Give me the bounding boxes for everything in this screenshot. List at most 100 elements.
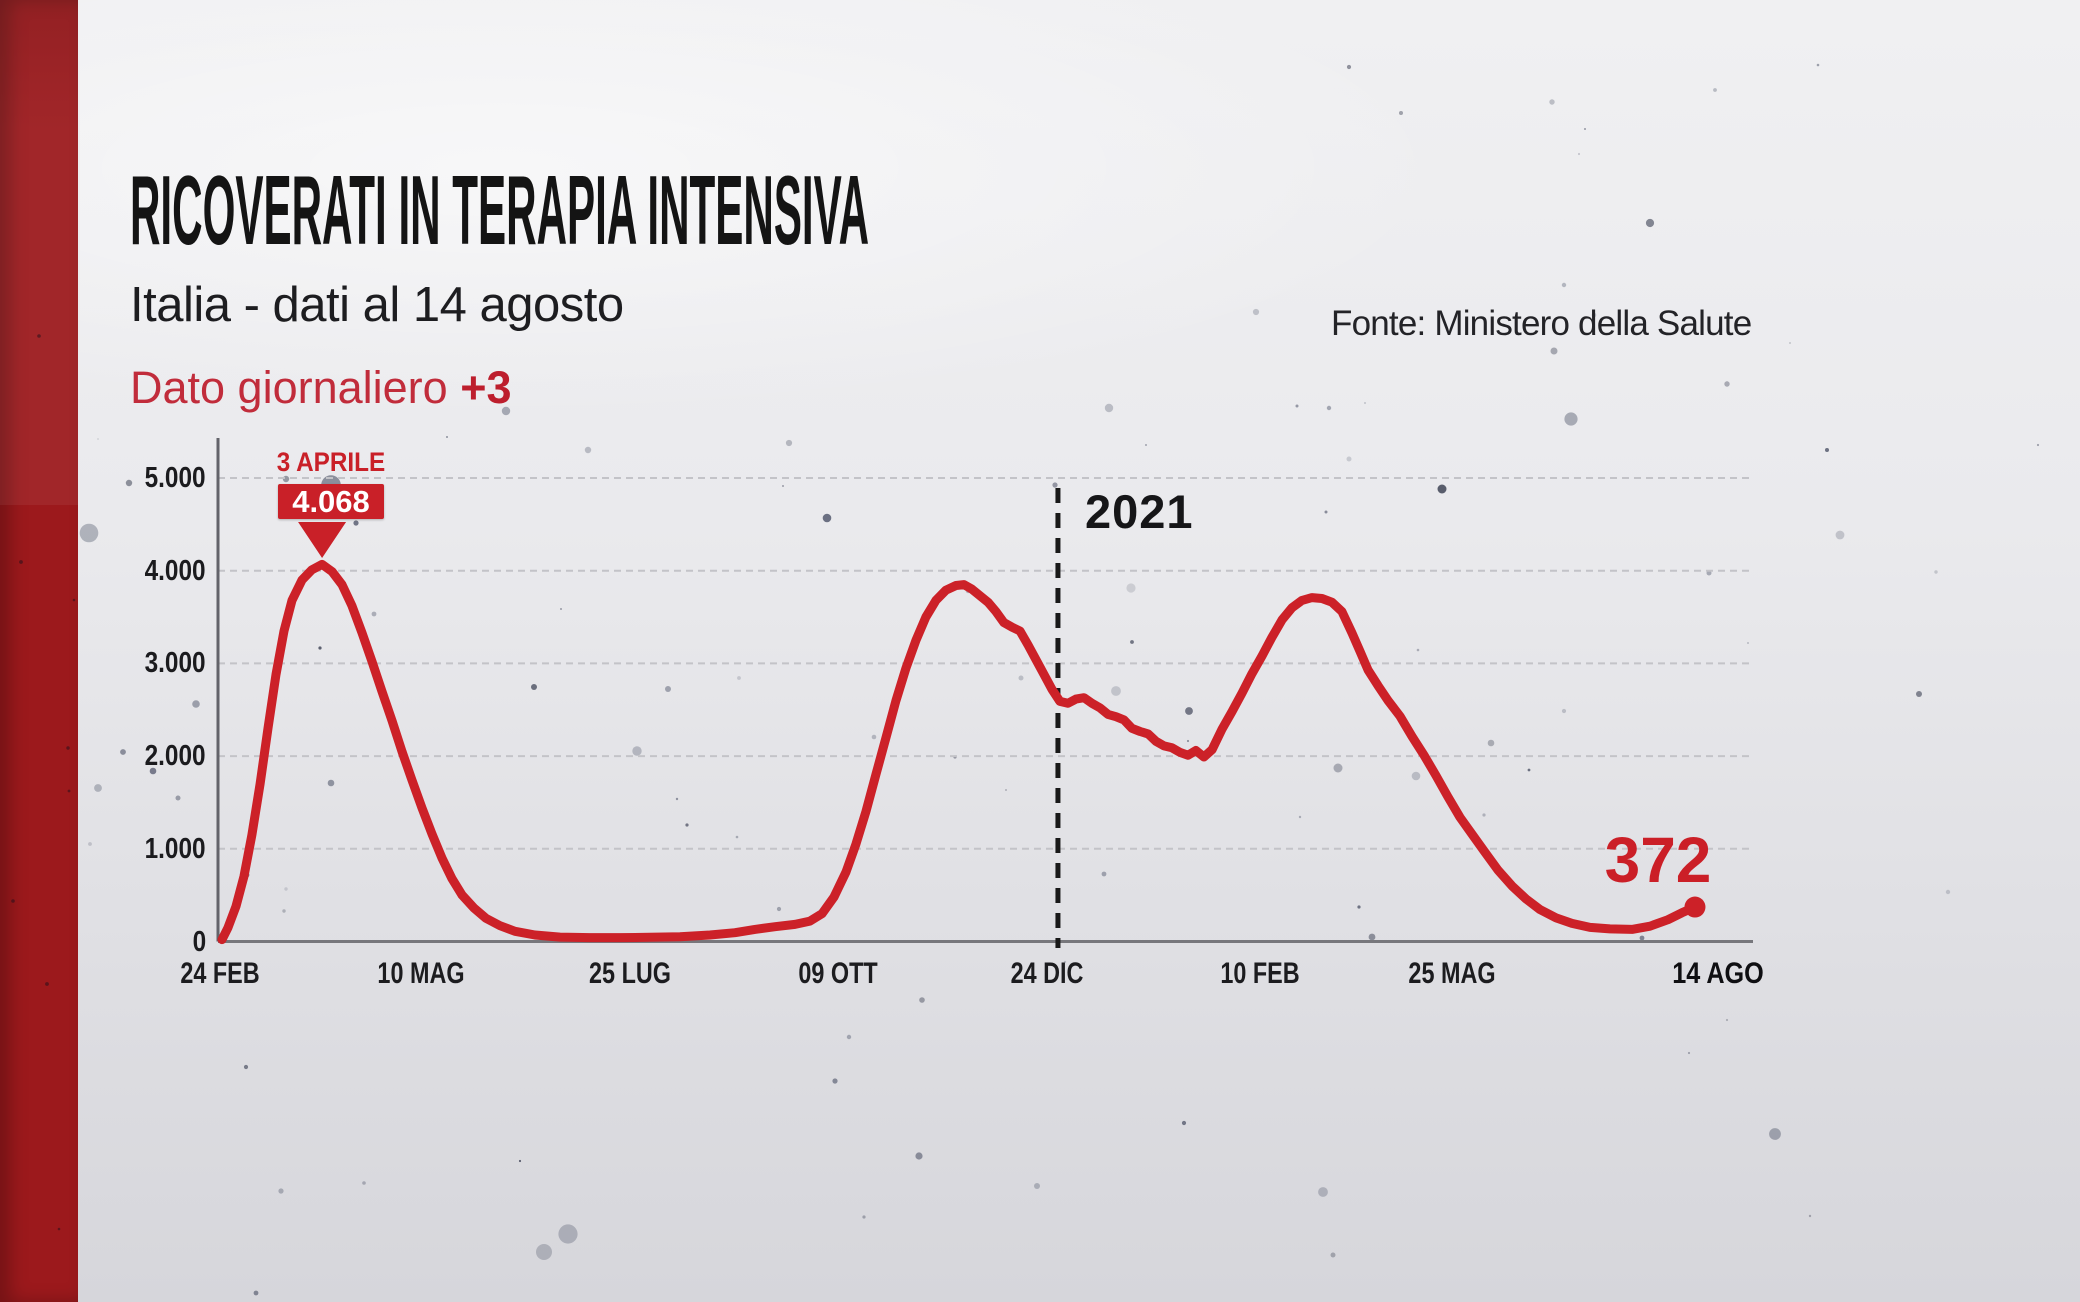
speckle-dot bbox=[399, 971, 403, 975]
speckle-dot bbox=[1584, 128, 1586, 130]
speckle-dot bbox=[1034, 1183, 1040, 1189]
daily-change-text: Dato giornaliero bbox=[130, 362, 448, 413]
speckle-dot bbox=[1181, 1120, 1187, 1126]
x-tick-label: 24 DIC bbox=[1010, 957, 1084, 990]
speckle-dot bbox=[1018, 675, 1024, 681]
speckle-dot bbox=[1364, 402, 1366, 404]
speckle-dot bbox=[1368, 933, 1376, 941]
speckle-dot bbox=[66, 746, 70, 750]
speckle-dot bbox=[1252, 308, 1260, 316]
speckle-dot bbox=[915, 1152, 923, 1160]
speckle-dot bbox=[1639, 935, 1645, 941]
x-tick-label: 10 MAG bbox=[377, 957, 465, 990]
left-red-sidebar-upper-tint bbox=[0, 0, 78, 505]
speckle-dot bbox=[776, 906, 782, 912]
speckle-dot bbox=[1706, 570, 1712, 576]
speckle-dot bbox=[94, 784, 102, 792]
speckle-dot bbox=[446, 436, 448, 438]
speckle-dot bbox=[97, 438, 99, 440]
x-tick-label: 10 FEB bbox=[1220, 957, 1300, 990]
y-tick-label: 3.000 bbox=[145, 647, 206, 680]
speckle-dot bbox=[1816, 63, 1820, 67]
speckle-dot bbox=[919, 997, 925, 1003]
speckle-dot bbox=[782, 485, 784, 487]
speckle-dot bbox=[1561, 708, 1567, 714]
speckle-dot bbox=[120, 749, 126, 755]
x-tick-label: 25 MAG bbox=[1408, 957, 1496, 990]
speckle-dot bbox=[253, 1290, 259, 1296]
speckle-dot bbox=[822, 513, 832, 523]
series-end-dot bbox=[1684, 896, 1706, 918]
speckle-dot bbox=[1808, 1214, 1812, 1218]
speckle-dot bbox=[1564, 412, 1578, 426]
speckle-dot bbox=[1747, 642, 1749, 644]
speckle-dot bbox=[11, 899, 15, 903]
speckle-dot bbox=[1318, 1187, 1328, 1197]
speckle-dot bbox=[175, 795, 181, 801]
speckle-dot bbox=[19, 560, 23, 564]
speckle-dot bbox=[1789, 342, 1791, 344]
speckle-dot bbox=[1825, 448, 1829, 452]
speckle-dot bbox=[1437, 484, 1447, 494]
daily-change-label: Dato giornaliero +3 bbox=[130, 362, 512, 414]
speckle-dot bbox=[37, 334, 41, 338]
icu-series-line bbox=[217, 559, 1700, 945]
speckle-dot bbox=[1945, 889, 1951, 895]
speckle-dot bbox=[518, 1159, 522, 1163]
y-tick-label: 5.000 bbox=[145, 462, 206, 494]
speckle-dot bbox=[1550, 347, 1558, 355]
y-tick-label: 4.000 bbox=[145, 554, 206, 587]
speckle-dot bbox=[1330, 1252, 1336, 1258]
speckle-dot bbox=[1145, 444, 1147, 446]
speckle-dot bbox=[1687, 1051, 1691, 1055]
speckle-dot bbox=[785, 439, 793, 447]
speckle-dot bbox=[1005, 789, 1007, 791]
speckle-dot bbox=[560, 608, 562, 610]
speckle-dot bbox=[57, 1227, 61, 1231]
speckle-dot bbox=[72, 598, 76, 602]
y-tick-label: 2.000 bbox=[145, 740, 206, 773]
speckle-dot bbox=[1561, 282, 1567, 288]
speckle-dot bbox=[1549, 99, 1555, 105]
speckle-dot bbox=[1052, 482, 1058, 488]
speckle-dot bbox=[1333, 763, 1343, 773]
speckle-dot bbox=[327, 779, 335, 787]
speckle-dot bbox=[282, 909, 286, 913]
speckle-dot bbox=[1577, 152, 1581, 156]
speckle-dot bbox=[149, 767, 157, 775]
speckle-dot bbox=[1724, 381, 1730, 387]
speckle-dot bbox=[735, 835, 739, 839]
speckle-dot bbox=[1111, 686, 1121, 696]
daily-change-value: +3 bbox=[460, 362, 512, 413]
speckle-dot bbox=[1916, 691, 1922, 697]
speckle-dot bbox=[737, 676, 741, 680]
speckle-dot bbox=[1326, 405, 1332, 411]
speckle-dot bbox=[558, 1224, 578, 1244]
speckle-dot bbox=[2036, 443, 2040, 447]
year-divider-label: 2021 bbox=[1085, 485, 1194, 538]
page-subtitle: Italia - dati al 14 agosto bbox=[130, 278, 624, 332]
source-label: Fonte: Ministero della Salute bbox=[1331, 304, 1752, 343]
speckle-dot bbox=[243, 1064, 249, 1070]
speckle-dot bbox=[1186, 739, 1190, 743]
speckle-dot bbox=[1346, 456, 1352, 462]
speckle-dot bbox=[1346, 64, 1352, 70]
speckle-dot bbox=[1769, 1128, 1781, 1140]
speckle-dot bbox=[1411, 771, 1421, 781]
speckle-dot bbox=[871, 734, 877, 740]
left-red-sidebar bbox=[0, 0, 78, 1302]
speckle-dot bbox=[1126, 583, 1136, 593]
speckle-dot bbox=[1324, 510, 1328, 514]
speckle-dot bbox=[665, 686, 671, 692]
speckle-dot bbox=[192, 700, 200, 708]
speckle-dot bbox=[675, 797, 679, 801]
speckle-dot bbox=[1416, 648, 1420, 652]
speckle-dot bbox=[318, 646, 322, 650]
speckle-dot bbox=[536, 1244, 552, 1260]
speckle-dot bbox=[1101, 871, 1107, 877]
speckle-dot bbox=[1487, 739, 1495, 747]
latest-value-label: 372 bbox=[1604, 824, 1712, 896]
speckle-dot bbox=[1645, 218, 1655, 228]
